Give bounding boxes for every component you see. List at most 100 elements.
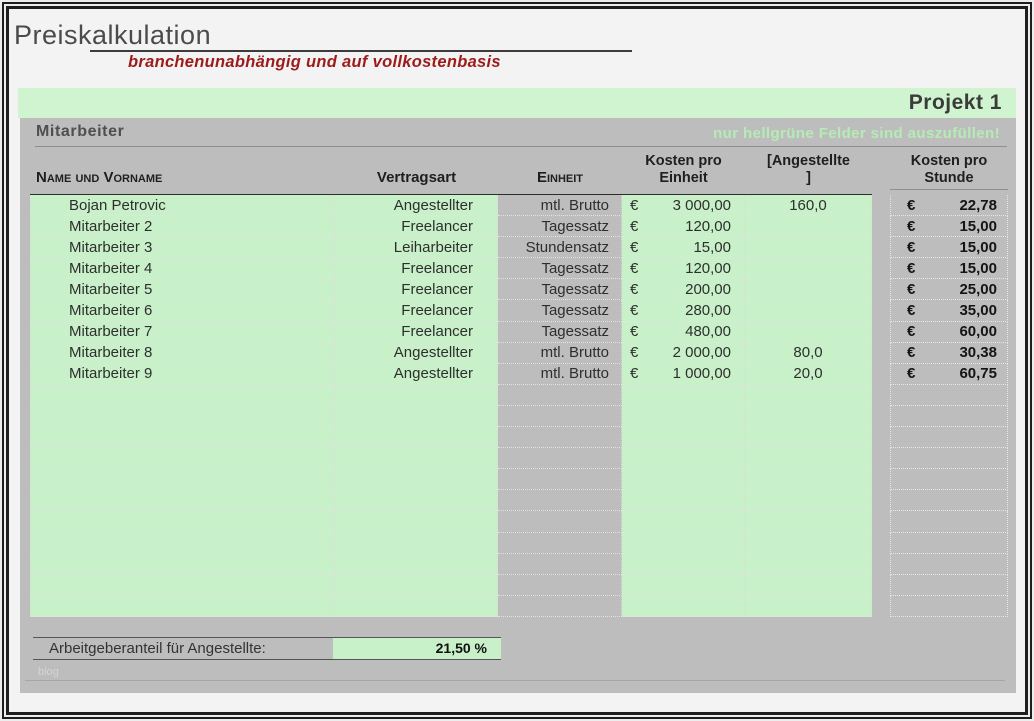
vertragsart-cell[interactable]: [335, 532, 498, 554]
kosten-pro-einheit-cell[interactable]: [622, 427, 745, 449]
kosten-pro-stunde-cell: [890, 532, 1008, 554]
name-cell[interactable]: [30, 405, 335, 428]
vertragsart-cell[interactable]: Angestellter: [335, 342, 498, 364]
vertragsart-cell[interactable]: [335, 511, 498, 533]
employer-share-input[interactable]: 21,50 %: [333, 638, 501, 659]
name-cell[interactable]: [30, 490, 335, 512]
kosten-pro-einheit-cell[interactable]: [622, 574, 745, 596]
vertragsart-cell[interactable]: [335, 553, 498, 575]
angestellte-stunden-cell[interactable]: [745, 237, 872, 259]
currency-symbol: €: [907, 196, 916, 214]
amount: 120,00: [685, 217, 731, 235]
kosten-pro-einheit-cell[interactable]: [622, 490, 745, 512]
amount: 25,00: [959, 280, 997, 298]
kosten-pro-einheit-cell[interactable]: [622, 511, 745, 533]
name-cell[interactable]: [30, 574, 335, 596]
angestellte-stunden-cell[interactable]: [745, 574, 872, 596]
kosten-pro-einheit-cell[interactable]: €200,00: [622, 279, 745, 301]
name-cell[interactable]: [30, 595, 335, 617]
angestellte-stunden-cell[interactable]: [745, 469, 872, 491]
section-underline: [35, 146, 1007, 147]
name-cell[interactable]: [30, 469, 335, 491]
einheit-cell: [498, 427, 622, 449]
project-header: Projekt 1: [18, 88, 1016, 118]
vertragsart-cell[interactable]: Freelancer: [335, 258, 498, 280]
vertragsart-cell[interactable]: Leiharbeiter: [335, 237, 498, 259]
name-cell[interactable]: [30, 553, 335, 575]
angestellte-stunden-cell[interactable]: [745, 427, 872, 449]
vertragsart-cell[interactable]: [335, 595, 498, 617]
vertragsart-cell[interactable]: Freelancer: [335, 300, 498, 322]
name-cell[interactable]: Mitarbeiter 5: [30, 279, 335, 301]
table-row: [30, 384, 1008, 406]
kosten-pro-einheit-cell[interactable]: €280,00: [622, 300, 745, 322]
vertragsart-cell[interactable]: [335, 448, 498, 470]
name-cell[interactable]: [30, 448, 335, 470]
einheit-cell: [498, 532, 622, 554]
name-cell[interactable]: Bojan Petrovic: [30, 195, 335, 217]
column-header-line: Kosten pro: [910, 153, 988, 169]
name-cell[interactable]: [30, 532, 335, 554]
name-cell[interactable]: Mitarbeiter 2: [30, 216, 335, 238]
kosten-pro-einheit-cell[interactable]: €480,00: [622, 321, 745, 343]
name-cell[interactable]: [30, 384, 335, 406]
vertragsart-cell[interactable]: Freelancer: [335, 216, 498, 238]
vertragsart-cell[interactable]: [335, 490, 498, 512]
vertragsart-cell[interactable]: [335, 574, 498, 596]
name-cell[interactable]: Mitarbeiter 4: [30, 258, 335, 280]
kosten-pro-einheit-cell[interactable]: [622, 448, 745, 470]
angestellte-stunden-cell[interactable]: [745, 384, 872, 406]
kosten-pro-einheit-cell[interactable]: [622, 595, 745, 617]
title-underline: [90, 50, 632, 52]
kosten-pro-einheit-cell[interactable]: [622, 405, 745, 428]
name-cell[interactable]: [30, 511, 335, 533]
angestellte-stunden-cell[interactable]: [745, 216, 872, 238]
kosten-pro-einheit-cell[interactable]: €15,00: [622, 237, 745, 259]
kosten-pro-einheit-cell[interactable]: €120,00: [622, 258, 745, 280]
name-cell[interactable]: [30, 427, 335, 449]
kosten-pro-einheit-cell[interactable]: [622, 469, 745, 491]
kosten-pro-einheit-cell[interactable]: €120,00: [622, 216, 745, 238]
kosten-pro-stunde-cell: [890, 427, 1008, 449]
angestellte-stunden-cell[interactable]: [745, 553, 872, 575]
name-cell[interactable]: Mitarbeiter 3: [30, 237, 335, 259]
vertragsart-cell[interactable]: [335, 384, 498, 406]
kosten-pro-einheit-cell[interactable]: [622, 532, 745, 554]
angestellte-stunden-cell[interactable]: [745, 448, 872, 470]
kosten-pro-stunde-cell: €60,00: [890, 321, 1008, 343]
column-gap: [872, 469, 890, 490]
einheit-cell: [498, 511, 622, 533]
kosten-pro-einheit-cell[interactable]: €2 000,00: [622, 342, 745, 364]
angestellte-stunden-cell[interactable]: [745, 300, 872, 322]
angestellte-stunden-cell[interactable]: 20,0: [745, 363, 872, 385]
kosten-pro-einheit-cell[interactable]: €1 000,00: [622, 363, 745, 385]
kosten-pro-einheit-cell[interactable]: [622, 384, 745, 406]
kosten-pro-stunde-cell: [890, 384, 1008, 406]
angestellte-stunden-cell[interactable]: [745, 279, 872, 301]
einheit-cell: [498, 574, 622, 596]
vertragsart-cell[interactable]: Angestellter: [335, 195, 498, 217]
angestellte-stunden-cell[interactable]: [745, 532, 872, 554]
vertragsart-cell[interactable]: Angestellter: [335, 363, 498, 385]
name-cell[interactable]: Mitarbeiter 9: [30, 363, 335, 385]
vertragsart-cell[interactable]: [335, 427, 498, 449]
name-cell[interactable]: Mitarbeiter 6: [30, 300, 335, 322]
angestellte-stunden-cell[interactable]: [745, 258, 872, 280]
angestellte-stunden-cell[interactable]: [745, 405, 872, 428]
name-cell[interactable]: Mitarbeiter 8: [30, 342, 335, 364]
angestellte-stunden-cell[interactable]: 80,0: [745, 342, 872, 364]
angestellte-stunden-cell[interactable]: 160,0: [745, 195, 872, 217]
angestellte-stunden-cell[interactable]: [745, 321, 872, 343]
kosten-pro-einheit-cell[interactable]: €3 000,00: [622, 195, 745, 217]
angestellte-stunden-cell[interactable]: [745, 511, 872, 533]
kosten-pro-einheit-cell[interactable]: [622, 553, 745, 575]
vertragsart-cell[interactable]: [335, 469, 498, 491]
angestellte-stunden-cell[interactable]: [745, 595, 872, 617]
vertragsart-cell[interactable]: [335, 405, 498, 428]
vertragsart-cell[interactable]: Freelancer: [335, 279, 498, 301]
name-cell[interactable]: Mitarbeiter 7: [30, 321, 335, 343]
angestellte-stunden-cell[interactable]: [745, 490, 872, 512]
vertragsart-cell[interactable]: Freelancer: [335, 321, 498, 343]
amount: 200,00: [685, 280, 731, 298]
kosten-pro-stunde-cell: €15,00: [890, 216, 1008, 238]
